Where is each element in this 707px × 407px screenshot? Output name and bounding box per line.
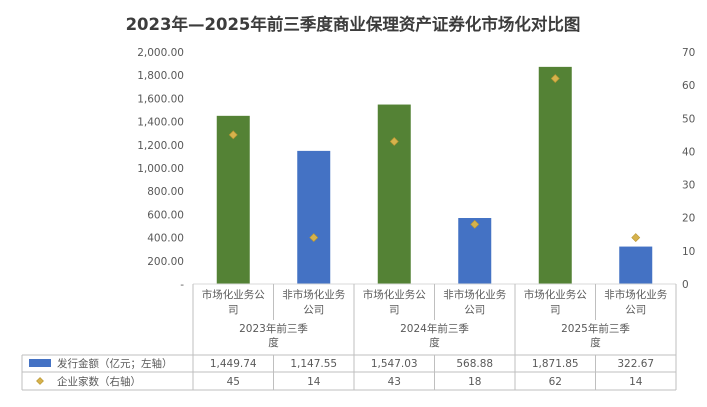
chart-title: 2023年—2025年前三季度商业保理资产证券化市场化对比图 (126, 14, 581, 34)
y-left-tick-label: 400.00 (147, 233, 184, 245)
y-right-tick-label: 60 (682, 80, 695, 92)
category-label: 司 (550, 304, 561, 316)
table-value-amount: 322.67 (617, 358, 654, 370)
table-value-count: 18 (468, 376, 481, 388)
y-right-tick-label: 40 (682, 146, 695, 158)
category-label: 非市场化业务 (282, 288, 345, 301)
y-left-tick-label: 1,000.00 (137, 163, 184, 175)
y-left-tick-label: - (180, 279, 184, 291)
y-left-tick-label: 1,800.00 (137, 70, 184, 82)
group-label: 2023年前三季 (239, 322, 308, 335)
bar (377, 104, 411, 284)
table-value-count: 14 (307, 376, 321, 388)
table-value-amount: 568.88 (456, 358, 493, 370)
table-value-amount: 1,871.85 (532, 358, 579, 370)
plot-layer: - 200.00 400.00 600.00 800.00 1,000.00 1,200.0… (21, 47, 695, 391)
bar (619, 246, 653, 284)
scatter-point (389, 137, 399, 146)
scatter-point (228, 130, 238, 140)
legend-label-scatter: 企业家数（右轴） (57, 375, 141, 388)
y-left-tick-label: 2,000.00 (137, 47, 184, 59)
category-label: 公司 (464, 304, 485, 316)
legend-label-bar: 发行金额（亿元；左轴） (57, 357, 173, 370)
group-label: 2025年前三季 (561, 322, 630, 335)
group-label: 度 (590, 336, 601, 349)
y-right-tick-label: 30 (682, 180, 695, 192)
y-left-tick-label: 1,400.00 (137, 117, 184, 129)
category-label: 非市场化业务 (604, 288, 667, 301)
y-left-tick-label: 1,200.00 (137, 140, 184, 152)
scatter-point (631, 233, 641, 243)
table-value-amount: 1,147.55 (290, 358, 337, 370)
group-label: 度 (268, 336, 279, 349)
category-label: 市场化业务公 (524, 288, 587, 301)
bar (216, 115, 250, 284)
y-right-tick-label: 50 (682, 113, 695, 125)
category-label: 公司 (303, 304, 324, 316)
y-right-tick-label: 10 (682, 246, 695, 258)
table-value-count: 43 (388, 376, 401, 388)
legend-swatch-scatter (36, 377, 44, 385)
y-left-tick-label: 1,600.00 (137, 93, 184, 105)
table-value-amount: 1,449.74 (210, 358, 257, 370)
y-right-tick-label: 20 (682, 213, 695, 225)
category-label: 公司 (625, 304, 646, 316)
y-left-tick-label: 600.00 (147, 209, 184, 221)
category-label: 市场化业务公 (202, 288, 265, 301)
legend-swatch-bar (29, 359, 51, 367)
category-label: 市场化业务公 (363, 288, 426, 301)
scatter-point (470, 219, 480, 229)
scatter-point (550, 74, 560, 83)
scatter-point (309, 233, 319, 243)
y-left-tick-label: 800.00 (147, 186, 184, 198)
group-label: 度 (429, 336, 440, 349)
bar (297, 150, 331, 284)
table-value-count: 45 (227, 376, 240, 388)
bar (538, 66, 572, 284)
y-right-tick-label: 70 (682, 47, 695, 59)
bar (458, 218, 492, 284)
group-label: 2024年前三季 (400, 322, 469, 335)
category-label: 司 (228, 304, 239, 316)
table-value-amount: 1,547.03 (371, 358, 418, 370)
table-value-count: 14 (629, 376, 643, 388)
table-value-count: 62 (549, 376, 562, 388)
category-label: 司 (389, 304, 400, 316)
y-left-tick-label: 200.00 (147, 256, 184, 268)
category-label: 非市场化业务 (443, 288, 506, 301)
y-right-tick-label: 0 (682, 279, 689, 291)
